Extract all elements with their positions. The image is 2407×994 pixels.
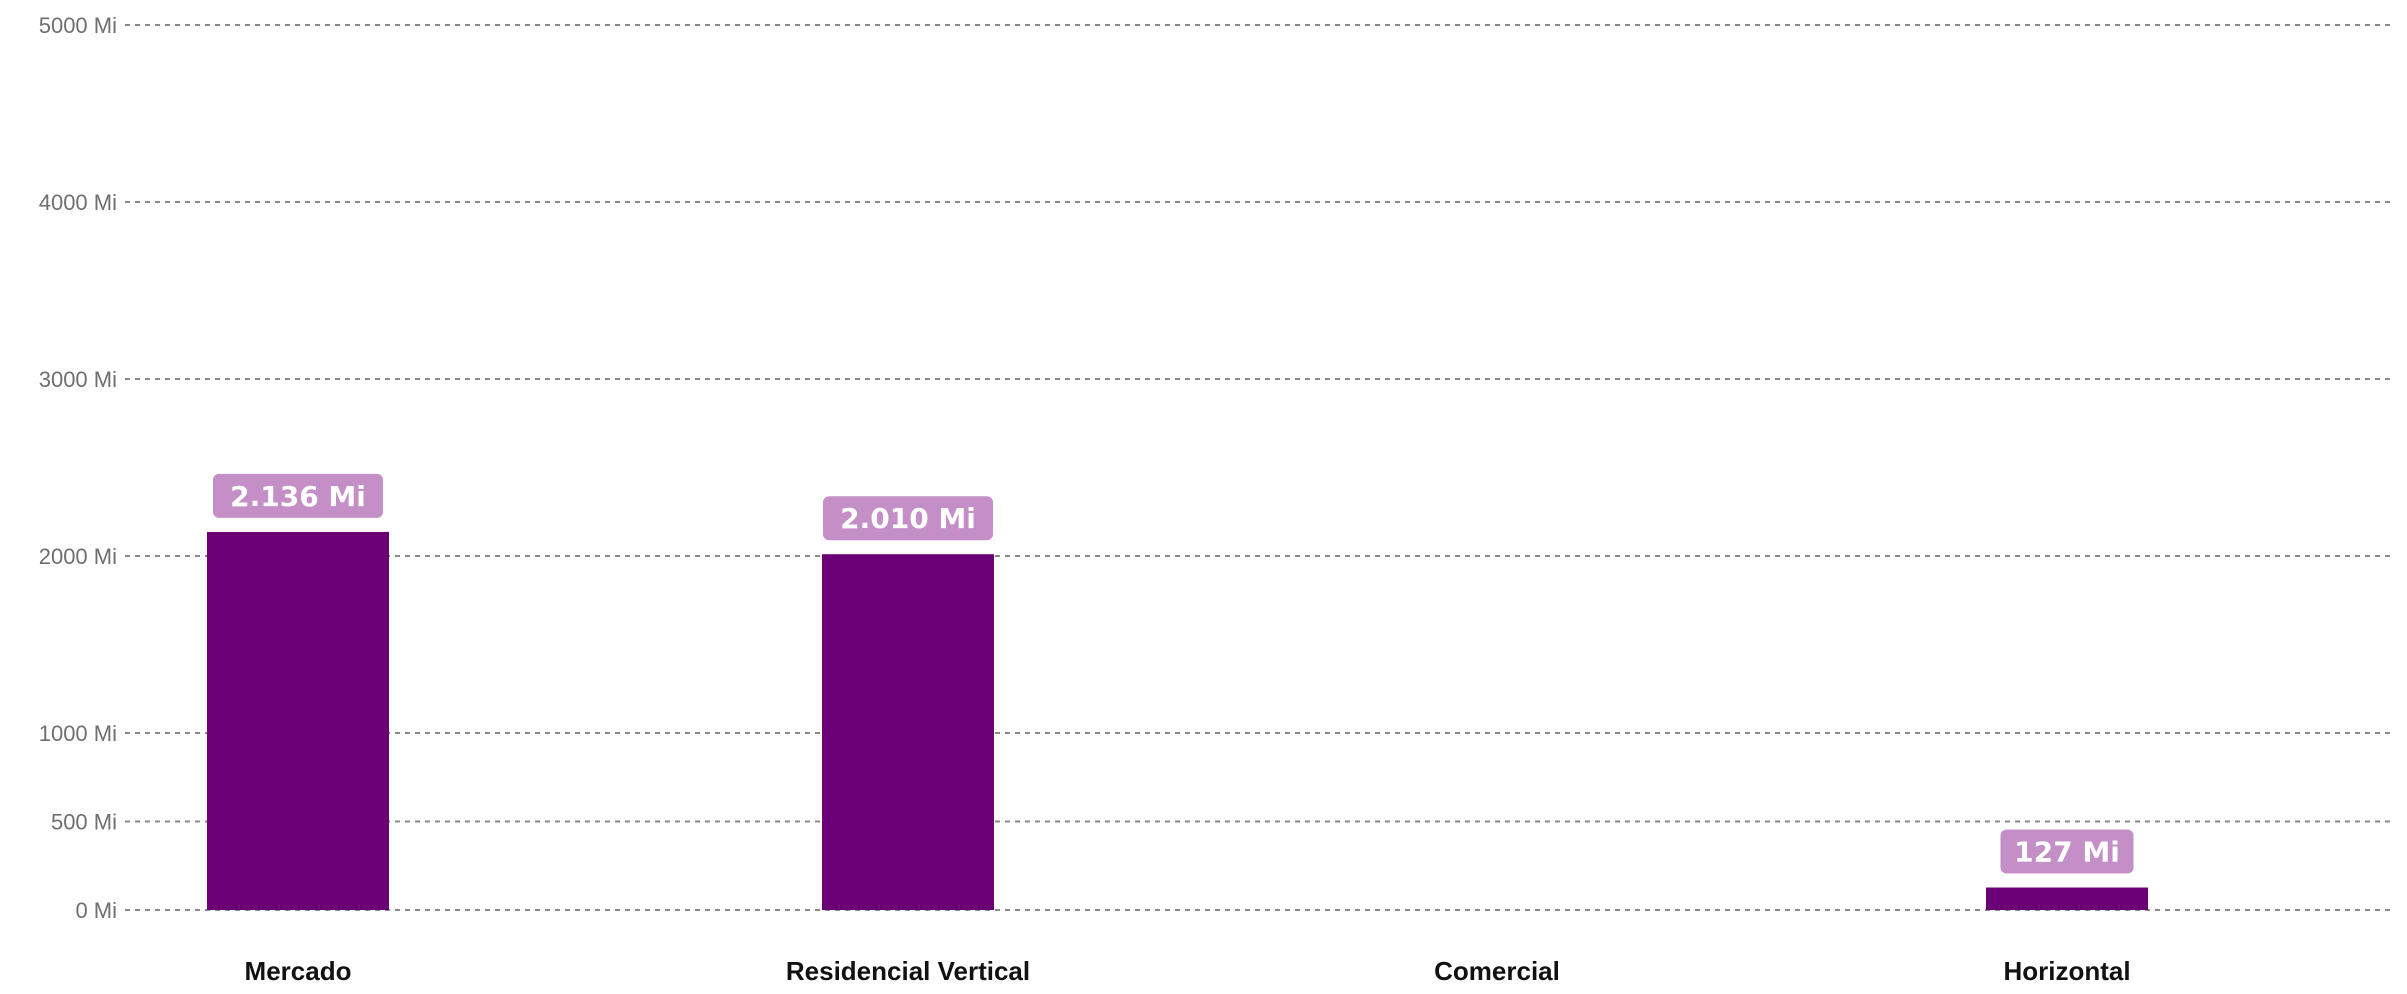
category-label: Horizontal [2003, 956, 2130, 986]
bar-mercado [207, 531, 389, 910]
y-tick-label: 5000 Mi [39, 13, 117, 38]
y-tick-label: 500 Mi [51, 810, 117, 835]
y-tick-label: 4000 Mi [39, 190, 117, 215]
grid-layer: 0 Mi 500 Mi 1000 Mi 2000 Mi 3000 Mi 4000 Mi 50… [39, 13, 2395, 923]
bar-residencial-vertical [822, 554, 994, 910]
data-label-layer: 2.136 Mi 2.010 Mi 127 Mi [213, 473, 2134, 874]
y-tick-label: 3000 Mi [39, 367, 117, 392]
data-label: 2.136 Mi [230, 480, 366, 513]
y-tick-label: 2000 Mi [39, 544, 117, 569]
y-tick-label: 0 Mi [75, 898, 117, 923]
category-label-layer: Mercado Residencial Vertical Comercial Hori… [245, 956, 2131, 986]
y-tick-label: 1000 Mi [39, 721, 117, 746]
category-label: Residencial Vertical [786, 956, 1030, 986]
category-label: Mercado [245, 956, 352, 986]
data-label-background [2000, 829, 2134, 874]
bar-horizontal [1986, 887, 2148, 910]
data-label: 2.010 Mi [840, 502, 976, 535]
bar-layer [207, 531, 2148, 910]
data-label-background [213, 473, 383, 518]
category-label: Comercial [1434, 956, 1560, 986]
data-label: 127 Mi [2014, 836, 2120, 869]
data-label-background [823, 496, 993, 541]
